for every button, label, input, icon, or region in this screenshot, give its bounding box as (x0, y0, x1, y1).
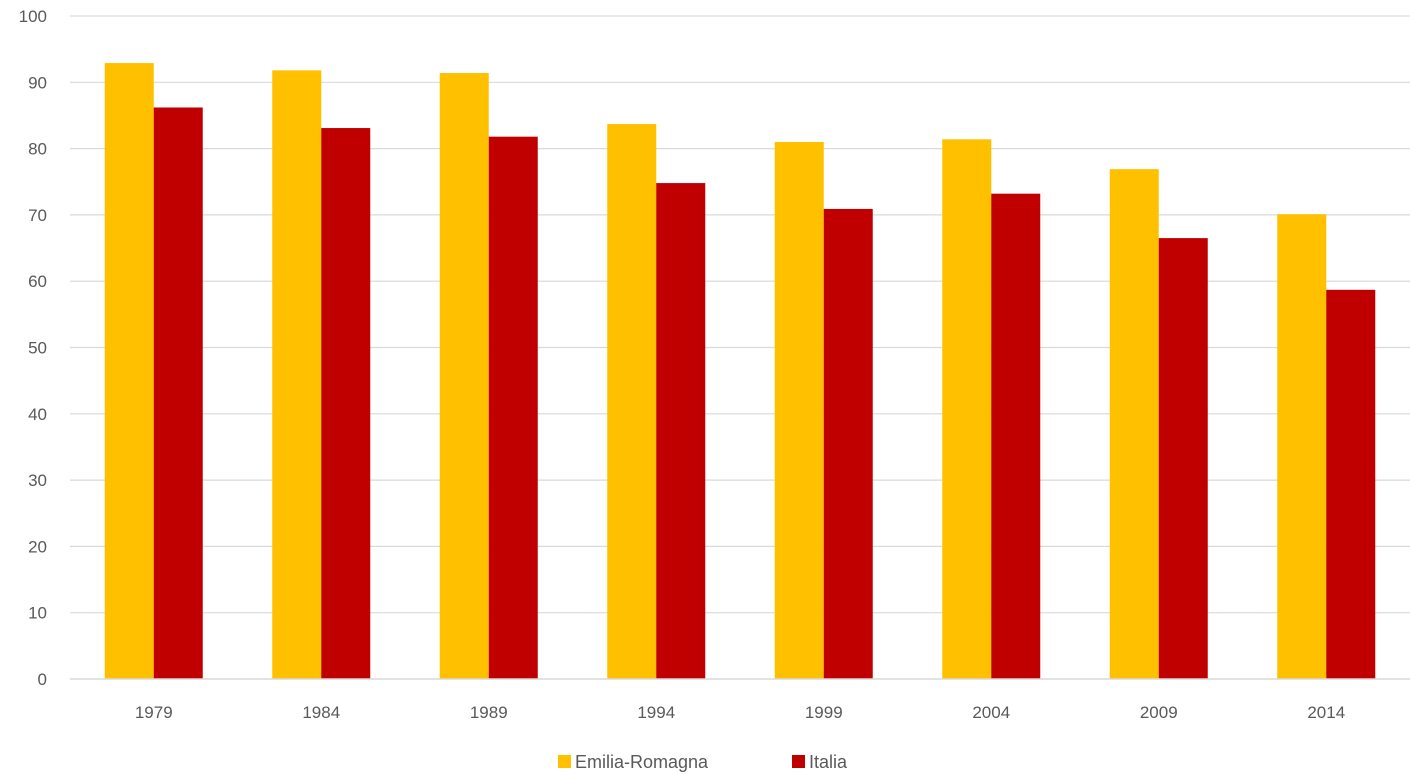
legend-swatch-emilia-romagna (558, 755, 571, 768)
bar-emilia-romagna-1999 (774, 141, 824, 680)
x-tick-label: 2004 (972, 703, 1010, 722)
x-tick-label: 1984 (302, 703, 340, 722)
bar-emilia-romagna-1994 (607, 124, 657, 680)
x-tick-label: 1999 (805, 703, 843, 722)
y-tick-label: 20 (28, 537, 47, 556)
y-tick-label: 100 (19, 7, 47, 26)
bar-italia-2009 (1158, 238, 1208, 680)
y-tick-label: 0 (38, 670, 47, 689)
legend-label-italia: Italia (809, 752, 848, 772)
bar-italia-1984 (321, 128, 371, 679)
x-tick-label: 2009 (1140, 703, 1178, 722)
x-axis-tick-labels: 1979 1984 1989 1994 1999 2004 2009 2014 (135, 703, 1345, 722)
x-tick-label: 1994 (637, 703, 675, 722)
y-axis-tick-labels: 0 10 20 30 40 50 60 70 80 90 100 (19, 7, 47, 689)
legend-swatch-italia (792, 755, 805, 768)
y-tick-label: 60 (28, 272, 47, 291)
y-tick-label: 50 (28, 339, 47, 358)
bars (104, 63, 1376, 680)
y-tick-label: 70 (28, 206, 47, 225)
bar-italia-1994 (656, 183, 706, 680)
bar-emilia-romagna-1989 (439, 73, 489, 679)
bar-italia-1979 (153, 107, 203, 679)
x-tick-label: 2014 (1307, 703, 1345, 722)
y-tick-label: 40 (28, 405, 47, 424)
y-tick-label: 30 (28, 471, 47, 490)
bar-emilia-romagna-1984 (272, 70, 322, 680)
bar-italia-2014 (1326, 289, 1376, 679)
bar-emilia-romagna-2014 (1277, 214, 1327, 679)
bar-emilia-romagna-2004 (942, 139, 992, 679)
x-tick-label: 1979 (135, 703, 173, 722)
gridlines (70, 15, 1410, 614)
bar-italia-2004 (991, 193, 1041, 679)
x-tick-label: 1989 (470, 703, 508, 722)
y-tick-label: 10 (28, 604, 47, 623)
bar-emilia-romagna-1979 (104, 63, 154, 679)
legend: Emilia-Romagna Italia (558, 752, 848, 772)
bar-emilia-romagna-2009 (1109, 169, 1159, 679)
y-tick-label: 80 (28, 140, 47, 159)
bar-italia-1999 (823, 208, 873, 680)
y-tick-label: 90 (28, 73, 47, 92)
legend-label-emilia-romagna: Emilia-Romagna (575, 752, 709, 772)
bar-italia-1989 (488, 136, 538, 679)
